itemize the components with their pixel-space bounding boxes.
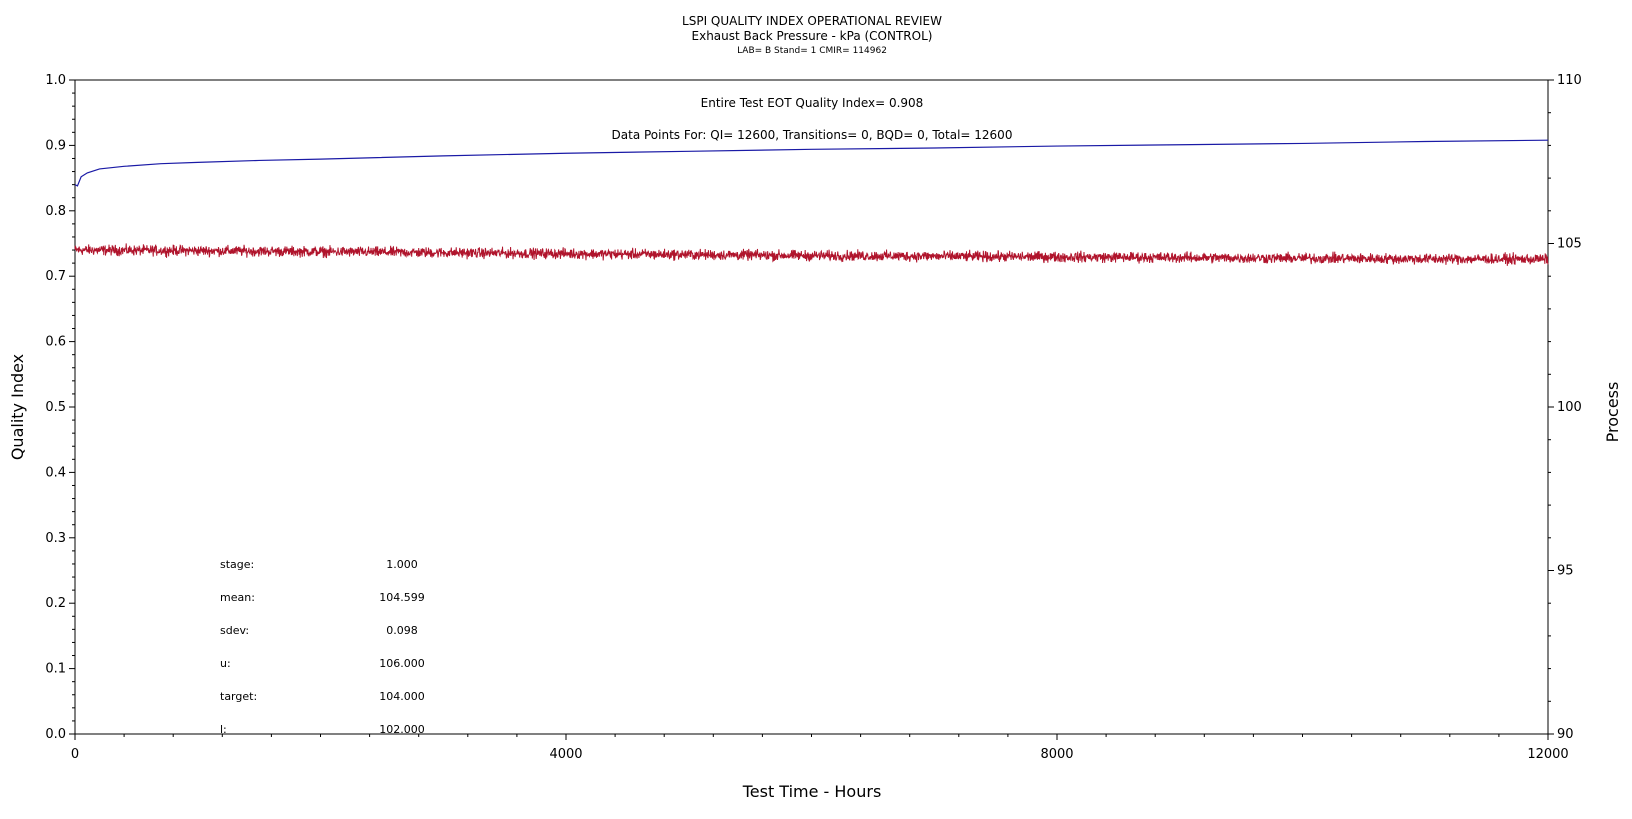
y-tick-label: 0.2 xyxy=(45,596,66,611)
chart-subsubtitle: LAB= B Stand= 1 CMIR= 114962 xyxy=(737,46,887,56)
chart-title: LSPI QUALITY INDEX OPERATIONAL REVIEW xyxy=(682,14,942,28)
stat-label: l: xyxy=(220,723,227,736)
x-tick-label: 0 xyxy=(71,747,79,762)
y2-tick-label: 95 xyxy=(1557,564,1574,579)
x-axis-label: Test Time - Hours xyxy=(742,782,882,801)
y2-tick-label: 105 xyxy=(1557,237,1582,252)
stat-label: mean: xyxy=(220,591,255,604)
plot-frame xyxy=(74,79,1549,735)
stat-label: sdev: xyxy=(220,624,249,637)
right-axis-ticks: 90 95 100 105 110 xyxy=(1548,73,1582,742)
stat-value: 102.000 xyxy=(379,723,425,736)
stats-block: stage: 1.000 mean: 104.599 sdev: 0.098 u: 106.0… xyxy=(220,558,425,736)
data-points-annotation: Data Points For: QI= 12600, Transitions=… xyxy=(612,128,1013,142)
stat-value: 106.000 xyxy=(379,657,425,670)
stat-value: 104.599 xyxy=(379,591,425,604)
stat-label: target: xyxy=(220,690,257,703)
y-tick-label: 0.6 xyxy=(45,335,66,350)
y-axis-label: Quality Index xyxy=(8,354,27,460)
y-tick-label: 0.8 xyxy=(45,204,66,219)
series-quality-index-line xyxy=(74,139,1549,187)
y-tick-label: 0.3 xyxy=(45,531,66,546)
y-tick-label: 0.4 xyxy=(45,465,66,480)
y-tick-label: 0.0 xyxy=(45,727,66,742)
bottom-axis-ticks: 0 4000 8000 12000 xyxy=(71,734,1569,762)
y-tick-label: 0.1 xyxy=(45,662,66,677)
y-tick-label: 0.5 xyxy=(45,400,66,415)
y-tick-label: 1.0 xyxy=(45,73,66,88)
x-tick-label: 12000 xyxy=(1527,747,1568,762)
chart-subtitle: Exhaust Back Pressure - kPa (CONTROL) xyxy=(692,29,933,43)
left-axis-ticks: 0.0 0.1 0.2 0.3 0.4 0.5 0.6 0.7 0.8 0.9 1.0 xyxy=(45,73,75,742)
stat-label: stage: xyxy=(220,558,254,571)
x-tick-label: 8000 xyxy=(1040,747,1073,762)
stat-value: 104.000 xyxy=(379,690,425,703)
y-tick-label: 0.9 xyxy=(45,138,66,153)
y2-tick-label: 110 xyxy=(1557,73,1582,88)
y2-axis-label: Process xyxy=(1603,382,1622,443)
series-process-line xyxy=(74,243,1549,266)
stat-value: 0.098 xyxy=(386,624,418,637)
stat-label: u: xyxy=(220,657,231,670)
eot-quality-annotation: Entire Test EOT Quality Index= 0.908 xyxy=(701,96,924,110)
y-tick-label: 0.7 xyxy=(45,269,66,284)
x-tick-label: 4000 xyxy=(549,747,582,762)
y2-tick-label: 100 xyxy=(1557,400,1582,415)
stat-value: 1.000 xyxy=(386,558,418,571)
y2-tick-label: 90 xyxy=(1557,727,1574,742)
